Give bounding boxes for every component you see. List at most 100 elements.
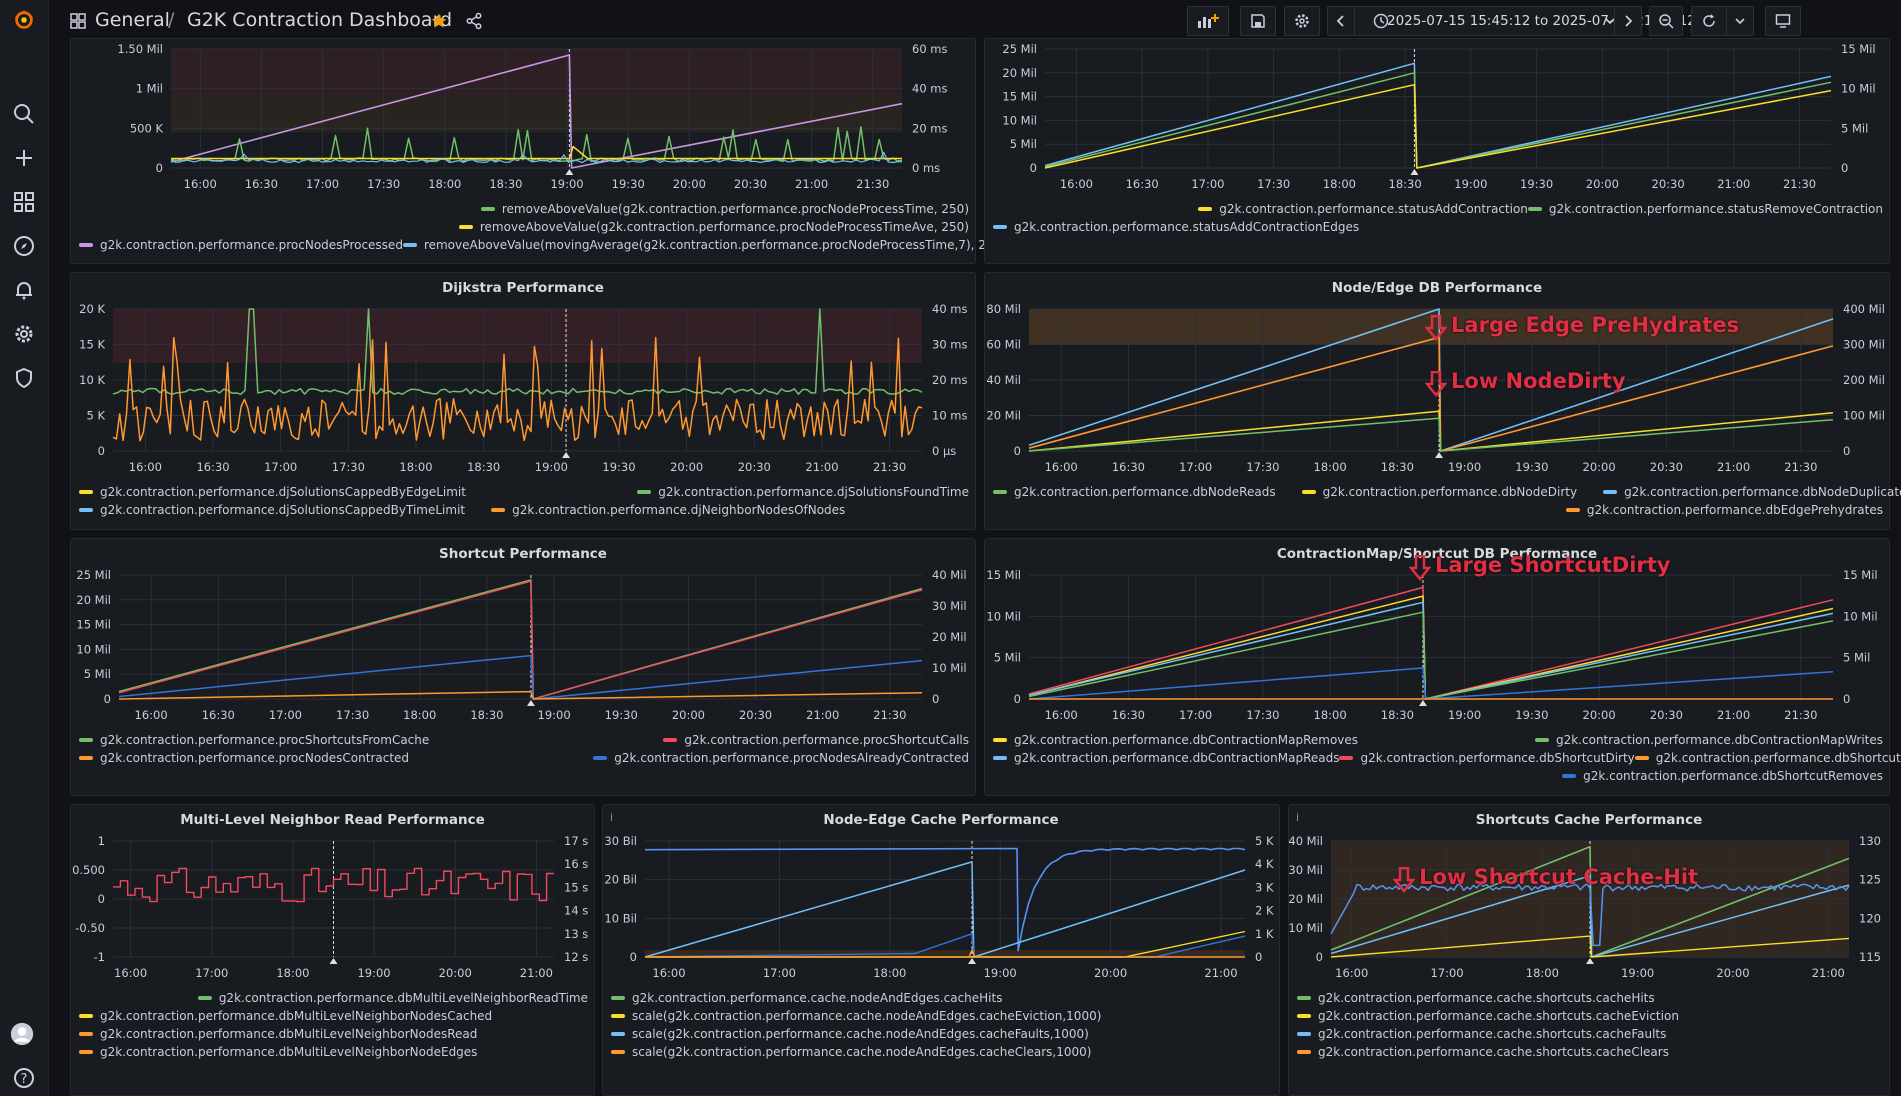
bell-icon[interactable] bbox=[12, 278, 36, 302]
compass-icon[interactable] bbox=[12, 234, 36, 258]
grafana-logo-icon[interactable] bbox=[12, 8, 36, 32]
dashboards-icon[interactable] bbox=[12, 190, 36, 214]
annotation-marker-icon[interactable] bbox=[329, 958, 338, 964]
help-icon[interactable]: ? bbox=[12, 1066, 36, 1090]
view-mode-button[interactable] bbox=[1765, 6, 1801, 36]
x-axis-label: 19:30 bbox=[1520, 177, 1553, 191]
annotation-marker-icon[interactable] bbox=[1418, 700, 1427, 706]
legend-item[interactable]: g2k.contraction.performance.dbContractio… bbox=[993, 731, 1358, 749]
dashboard-title[interactable]: G2K Contraction Dashboard bbox=[187, 9, 453, 31]
annotation-marker-icon[interactable] bbox=[1586, 958, 1594, 964]
legend-item[interactable]: g2k.contraction.performance.cache.shortc… bbox=[1297, 1007, 1679, 1025]
annotation-marker-icon[interactable] bbox=[1410, 169, 1419, 175]
y-axis-right-label: 16 s bbox=[564, 857, 588, 871]
info-icon[interactable]: i bbox=[610, 811, 614, 824]
series-line bbox=[1044, 62, 1832, 169]
info-icon[interactable]: i bbox=[1296, 811, 1300, 824]
refresh-button[interactable] bbox=[1691, 6, 1727, 36]
legend-item[interactable]: g2k.contraction.performance.djSolutionsC… bbox=[79, 501, 465, 519]
legend-item[interactable]: g2k.contraction.performance.dbShortcutDi… bbox=[1339, 749, 1635, 767]
user-avatar-icon[interactable] bbox=[10, 1022, 34, 1046]
legend-item[interactable]: g2k.contraction.performance.cache.nodeAn… bbox=[611, 989, 1002, 1007]
panel-title[interactable]: Shortcut Performance bbox=[439, 546, 607, 562]
refresh-interval-button[interactable] bbox=[1726, 6, 1754, 36]
share-icon[interactable] bbox=[465, 12, 483, 30]
legend-item[interactable]: g2k.contraction.performance.cache.shortc… bbox=[1297, 1025, 1666, 1043]
annotation-marker-icon[interactable] bbox=[968, 958, 976, 964]
zoom-out-button[interactable] bbox=[1649, 6, 1683, 36]
add-panel-button[interactable] bbox=[1187, 6, 1229, 36]
legend-item[interactable]: removeAboveValue(movingAverage(g2k.contr… bbox=[402, 236, 1006, 254]
dashboard-settings-button[interactable] bbox=[1284, 6, 1320, 36]
legend-item[interactable]: g2k.contraction.performance.djSolutionsF… bbox=[637, 483, 969, 501]
panel-title[interactable]: Shortcuts Cache Performance bbox=[1475, 812, 1703, 828]
breadcrumb-folder[interactable]: General bbox=[95, 9, 170, 31]
legend-item[interactable]: g2k.contraction.performance.dbNodeDuplic… bbox=[1603, 483, 1901, 501]
x-axis-label: 18:30 bbox=[489, 177, 522, 191]
plus-icon[interactable] bbox=[12, 146, 36, 170]
legend-item[interactable]: scale(g2k.contraction.performance.cache.… bbox=[611, 1043, 1091, 1061]
legend-item[interactable]: g2k.contraction.performance.procNodesCon… bbox=[79, 749, 409, 767]
legend-item[interactable]: g2k.contraction.performance.procNodesAlr… bbox=[593, 749, 969, 767]
annotation-marker-icon[interactable] bbox=[565, 169, 574, 175]
shield-icon[interactable] bbox=[12, 366, 36, 390]
time-forward-button[interactable] bbox=[1614, 6, 1642, 36]
legend-item[interactable]: g2k.contraction.performance.dbShortcutRe… bbox=[1562, 767, 1883, 785]
legend-item[interactable]: g2k.contraction.performance.dbNodeReads bbox=[993, 483, 1276, 501]
x-axis-label: 18:00 bbox=[1314, 708, 1347, 722]
legend-item[interactable]: g2k.contraction.performance.statusRemove… bbox=[1527, 200, 1883, 218]
annotation-marker-icon[interactable] bbox=[1435, 452, 1444, 458]
series-line bbox=[118, 654, 923, 700]
legend-item[interactable]: g2k.contraction.performance.statusAddCon… bbox=[1198, 200, 1528, 218]
x-axis-label: 21:00 bbox=[795, 177, 828, 191]
legend-item[interactable]: g2k.contraction.performance.procNodesPro… bbox=[79, 236, 403, 254]
legend-item[interactable]: scale(g2k.contraction.performance.cache.… bbox=[611, 1025, 1089, 1043]
time-back-button[interactable] bbox=[1327, 6, 1355, 36]
annotation-marker-icon[interactable] bbox=[562, 452, 571, 458]
legend-label: g2k.contraction.performance.dbMultiLevel… bbox=[218, 991, 588, 1005]
apps-icon[interactable] bbox=[70, 13, 86, 29]
legend-swatch bbox=[1527, 207, 1542, 211]
legend-item[interactable]: g2k.contraction.performance.dbContractio… bbox=[1534, 731, 1883, 749]
legend-swatch bbox=[79, 243, 93, 247]
legend-item[interactable]: scale(g2k.contraction.performance.cache.… bbox=[611, 1007, 1101, 1025]
y-axis-right-label: 0 μs bbox=[932, 444, 956, 458]
legend-item[interactable]: removeAboveValue(g2k.contraction.perform… bbox=[458, 218, 969, 236]
legend-item[interactable]: g2k.contraction.performance.dbMultiLevel… bbox=[197, 989, 588, 1007]
y-axis-label: 0 bbox=[156, 161, 163, 175]
legend-item[interactable]: g2k.contraction.performance.procShortcut… bbox=[79, 731, 429, 749]
panel-processing-performance: 1.50 Mil 1 Mil 500 K 0 60 ms 40 ms 20 ms 0 ms 16… bbox=[70, 38, 1006, 264]
x-axis-label: 19:30 bbox=[612, 177, 645, 191]
legend-item[interactable]: g2k.contraction.performance.djNeighborNo… bbox=[491, 501, 845, 519]
panel-title[interactable]: Node/Edge DB Performance bbox=[1331, 280, 1543, 296]
x-axis-label: 16:30 bbox=[1126, 177, 1159, 191]
time-picker-button[interactable]: 2025-07-15 15:45:12 to 2025-07-15 21:45:… bbox=[1354, 6, 1696, 36]
search-icon[interactable] bbox=[12, 102, 36, 126]
legend-item[interactable]: g2k.contraction.performance.dbNodeDirty bbox=[1301, 483, 1577, 501]
x-axis-label: 19:30 bbox=[1515, 460, 1548, 474]
legend-item[interactable]: g2k.contraction.performance.cache.shortc… bbox=[1297, 1043, 1669, 1061]
legend-item[interactable]: g2k.contraction.performance.dbShortcutRe… bbox=[1634, 749, 1901, 767]
y-axis-label: 0.500 bbox=[72, 863, 105, 877]
save-dashboard-button[interactable] bbox=[1240, 6, 1276, 36]
gear-icon[interactable] bbox=[12, 322, 36, 346]
legend-item[interactable]: g2k.contraction.performance.dbMultiLevel… bbox=[79, 1025, 477, 1043]
annotation-marker-icon[interactable] bbox=[526, 700, 535, 706]
panel-title[interactable]: Dijkstra Performance bbox=[442, 280, 604, 296]
legend-swatch bbox=[1603, 490, 1618, 494]
legend-item[interactable]: g2k.contraction.performance.djSolutionsC… bbox=[79, 483, 466, 501]
legend-item[interactable]: removeAboveValue(g2k.contraction.perform… bbox=[480, 200, 969, 218]
panel-title[interactable]: Multi-Level Neighbor Read Performance bbox=[180, 812, 485, 828]
panel-title[interactable]: Node-Edge Cache Performance bbox=[823, 812, 1059, 828]
legend-item[interactable]: g2k.contraction.performance.dbMultiLevel… bbox=[79, 1043, 477, 1061]
star-icon[interactable] bbox=[430, 12, 448, 30]
legend-item[interactable]: g2k.contraction.performance.cache.shortc… bbox=[1297, 989, 1655, 1007]
panel-title[interactable]: ContractionMap/Shortcut DB Performance bbox=[1276, 546, 1598, 562]
legend-swatch bbox=[458, 225, 473, 229]
legend-item[interactable]: g2k.contraction.performance.statusAddCon… bbox=[993, 218, 1359, 236]
legend-item[interactable]: g2k.contraction.performance.procShortcut… bbox=[663, 731, 969, 749]
chevron-right-icon bbox=[1625, 15, 1633, 27]
legend-item[interactable]: g2k.contraction.performance.dbEdgePrehyd… bbox=[1565, 501, 1883, 519]
legend-item[interactable]: g2k.contraction.performance.dbContractio… bbox=[993, 749, 1339, 767]
legend-item[interactable]: g2k.contraction.performance.dbMultiLevel… bbox=[79, 1007, 492, 1025]
